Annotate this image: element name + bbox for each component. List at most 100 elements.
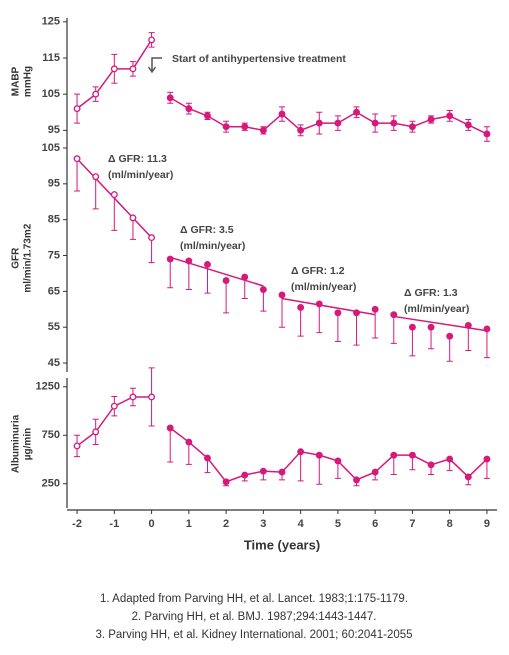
x-tick-label: 7	[409, 518, 415, 530]
annotation: Δ GFR: 11.3	[108, 153, 167, 165]
data-point	[241, 273, 249, 281]
error-bar	[297, 451, 304, 482]
error-bar	[167, 428, 174, 463]
data-point	[334, 119, 342, 127]
x-tick-label: -2	[72, 518, 82, 530]
footnote: 1. Adapted from Parving HH, et al. Lance…	[100, 593, 408, 605]
data-point	[204, 112, 211, 120]
series-line	[169, 97, 488, 135]
data-point	[241, 471, 249, 479]
error-bar	[148, 237, 155, 264]
data-point	[390, 451, 398, 459]
data-point	[110, 191, 118, 199]
error-bar	[372, 309, 379, 339]
y-tick-label: 105	[42, 88, 60, 100]
y-tick-label: 750	[42, 429, 60, 441]
data-point	[371, 468, 379, 476]
y-axis-label: Albuminuria	[11, 414, 22, 473]
annotation: (ml/min/year)	[108, 169, 173, 181]
data-point	[427, 323, 435, 331]
data-point	[110, 402, 118, 410]
error-bar	[167, 259, 174, 289]
y-tick-label: 45	[48, 357, 60, 369]
data-point	[185, 257, 193, 265]
error-bar	[204, 264, 211, 294]
error-bar	[353, 312, 360, 346]
data-point	[278, 468, 286, 476]
data-point	[408, 123, 416, 131]
y-tick-label: 115	[42, 52, 60, 64]
x-tick-label: 9	[484, 518, 490, 530]
y-tick-label: 95	[48, 178, 60, 190]
data-point	[73, 442, 81, 450]
data-point	[446, 332, 454, 340]
data-point	[204, 261, 211, 268]
annotation: Δ GFR: 3.5	[180, 224, 234, 236]
error-bar	[297, 307, 304, 337]
error-bar	[446, 336, 453, 362]
data-point	[353, 108, 360, 116]
x-tick-label: 0	[149, 518, 155, 530]
data-point	[353, 309, 360, 317]
x-axis-label: Time (years)	[244, 537, 320, 552]
data-point	[166, 424, 174, 432]
error-bar	[316, 303, 323, 334]
data-point	[427, 116, 435, 123]
data-point	[315, 300, 323, 308]
x-tick-label: 8	[447, 518, 453, 530]
data-point	[278, 291, 286, 299]
y-tick-label: 105	[42, 142, 60, 154]
data-point	[204, 454, 211, 462]
data-point	[110, 65, 118, 73]
error-bar	[409, 327, 416, 357]
data-point	[297, 304, 305, 311]
data-point	[483, 130, 491, 138]
y-tick-label: 65	[48, 285, 60, 297]
y-tick-label: 85	[48, 214, 60, 226]
error-bar	[260, 289, 267, 312]
error-bar	[111, 194, 118, 231]
data-point	[222, 123, 230, 131]
data-point	[92, 428, 100, 436]
data-point	[315, 451, 323, 459]
data-point	[483, 325, 491, 333]
data-point	[408, 451, 416, 459]
y-tick-label: 75	[48, 249, 60, 261]
data-point	[185, 438, 193, 446]
annotation: Start of antihypertensive treatment	[172, 53, 346, 65]
data-point	[334, 457, 342, 465]
annotation: (ml/min/year)	[180, 240, 245, 252]
data-point	[334, 309, 342, 317]
data-point	[92, 173, 100, 181]
error-bar	[316, 455, 323, 485]
data-point	[278, 110, 286, 118]
data-point	[129, 214, 137, 222]
x-tick-label: 3	[260, 518, 266, 530]
annotation: (ml/min/year)	[404, 303, 469, 315]
data-point	[390, 311, 398, 319]
x-tick-label: 6	[372, 518, 378, 530]
data-point	[259, 467, 267, 475]
data-point	[222, 478, 230, 486]
x-tick-label: 2	[223, 518, 229, 530]
x-tick-label: 5	[335, 518, 341, 530]
trend-line	[393, 315, 488, 332]
data-point	[129, 65, 137, 73]
footnote: 2. Parving HH, et al. BMJ. 1987;294:1443…	[132, 611, 377, 623]
data-point	[427, 461, 435, 469]
data-point	[73, 105, 81, 113]
annotation: (ml/min/year)	[291, 281, 356, 293]
y-axis-label: GFR	[11, 247, 22, 269]
trend-line	[169, 256, 264, 287]
y-tick-label: 1250	[36, 381, 60, 393]
error-bar	[185, 442, 192, 465]
error-bar	[129, 217, 136, 240]
y-tick-label: 250	[42, 478, 60, 490]
y-tick-label: 95	[48, 124, 60, 136]
data-point	[241, 123, 249, 131]
data-point	[464, 473, 472, 481]
x-tick-label: 1	[186, 518, 192, 530]
error-bar	[390, 314, 397, 344]
error-bar	[279, 294, 285, 328]
